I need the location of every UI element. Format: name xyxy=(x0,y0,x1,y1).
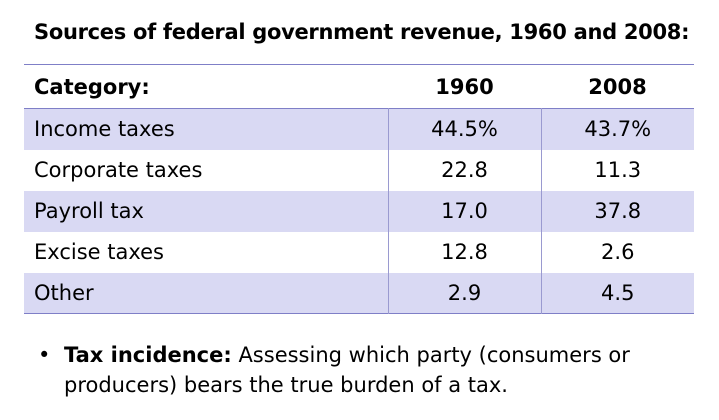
value-1960-cell: 2.9 xyxy=(387,272,541,314)
category-cell: Excise taxes xyxy=(34,240,164,264)
bullet-icon: • xyxy=(38,343,51,367)
category-cell: Other xyxy=(24,272,388,314)
table-row: Other 2.9 4.5 xyxy=(24,272,694,314)
header-category: Category: xyxy=(34,74,150,99)
revenue-table: Category: 1960 2008 Income taxes 44.5% 4… xyxy=(24,64,694,314)
value-2008-cell: 11.3 xyxy=(540,149,694,191)
value-2008-cell: 37.8 xyxy=(540,190,694,232)
slide-title: Sources of federal government revenue, 1… xyxy=(34,20,690,44)
value-2008-cell: 2.6 xyxy=(540,231,694,273)
bullet-point: • Tax incidence: Assessing which party (… xyxy=(38,340,698,400)
header-1960: 1960 xyxy=(435,74,494,99)
header-2008: 2008 xyxy=(588,74,647,99)
value-2008-cell: 4.5 xyxy=(540,272,694,314)
table-header-row: Category: 1960 2008 xyxy=(24,64,694,109)
table-row: Excise taxes 12.8 2.6 xyxy=(24,231,694,273)
table-row: Corporate taxes 22.8 11.3 xyxy=(24,149,694,191)
category-cell: Income taxes xyxy=(24,108,388,150)
category-cell: Corporate taxes xyxy=(34,158,203,182)
value-1960-cell: 12.8 xyxy=(387,231,541,273)
bullet-term: Tax incidence: xyxy=(64,343,232,367)
bullet-text: Tax incidence: Assessing which party (co… xyxy=(64,340,698,400)
bullet-definition: Assessing which party (consumers or prod… xyxy=(64,343,630,397)
value-1960-cell: 44.5% xyxy=(387,108,541,150)
value-1960-cell: 17.0 xyxy=(387,190,541,232)
category-cell: Payroll tax xyxy=(24,190,388,232)
table-row: Income taxes 44.5% 43.7% xyxy=(24,108,694,150)
value-2008-cell: 43.7% xyxy=(540,108,694,150)
table-row: Payroll tax 17.0 37.8 xyxy=(24,190,694,232)
value-1960-cell: 22.8 xyxy=(387,149,541,191)
